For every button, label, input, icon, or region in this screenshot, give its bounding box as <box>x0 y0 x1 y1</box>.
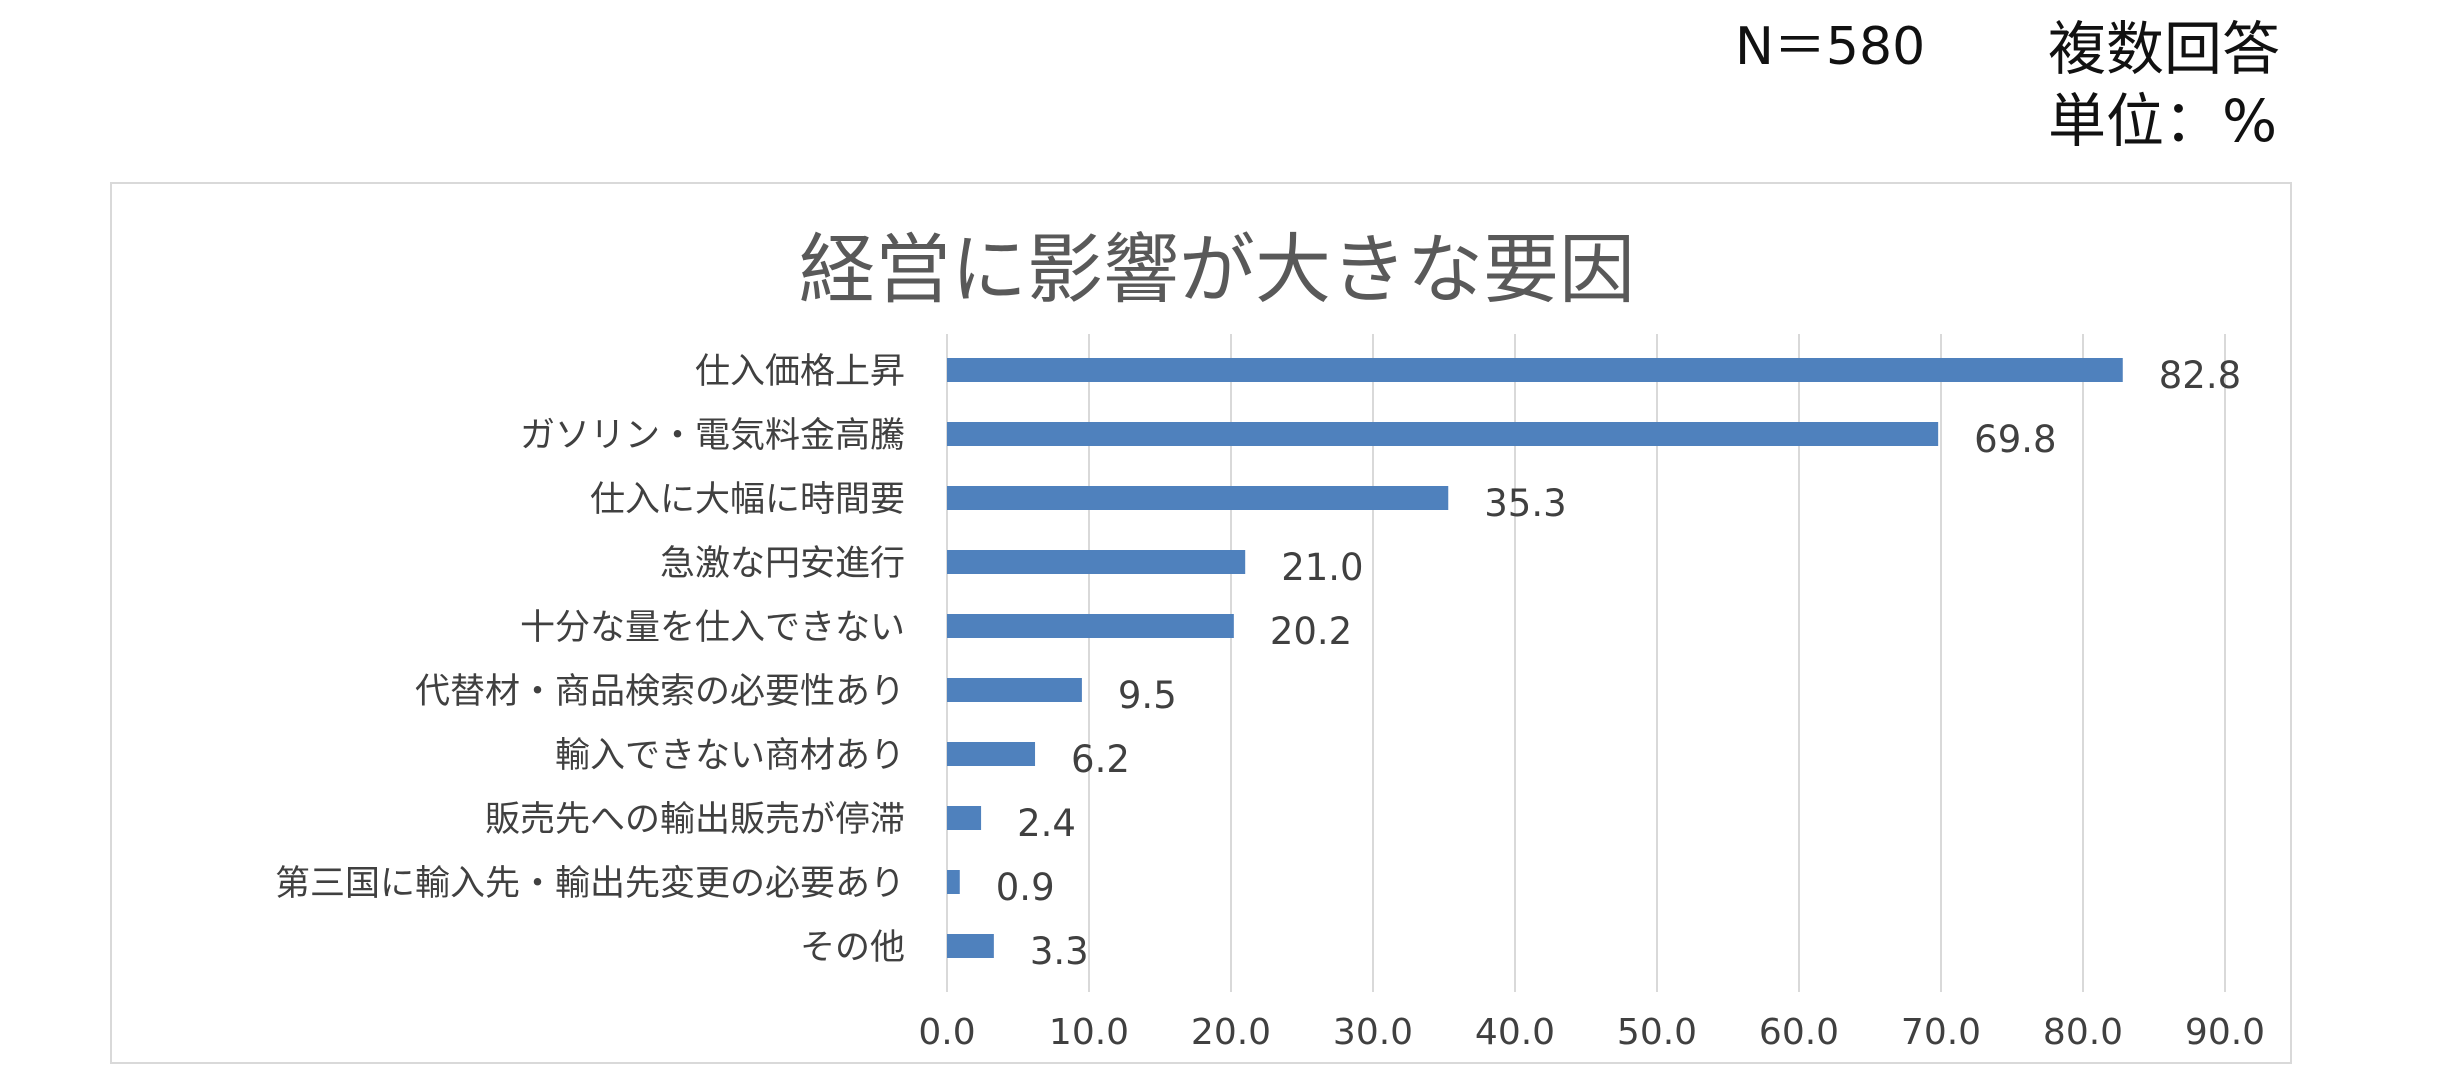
bar <box>947 486 1449 510</box>
category-label: 代替材・商品検索の必要性あり <box>415 672 905 712</box>
category-label: 仕入に大幅に時間要 <box>590 480 905 520</box>
bar <box>947 614 1234 638</box>
category-label: 第三国に輸入先・輸出先変更の必要あり <box>275 864 905 904</box>
data-label: 20.2 <box>1270 610 1352 653</box>
x-tick-label: 80.0 <box>2043 1012 2123 1053</box>
category-label: 急激な円安進行 <box>660 544 905 584</box>
category-label: 販売先への輸出販売が停滞 <box>485 800 905 840</box>
bar <box>947 550 1246 574</box>
category-label: 仕入価格上昇 <box>695 352 905 392</box>
value-labels: 82.8 69.8 35.3 21.0 20.2 9.5 6.2 2.4 0.9 3.3 <box>996 354 2241 973</box>
category-label: 十分な量を仕入できない <box>520 608 905 648</box>
data-label: 9.5 <box>1118 674 1177 717</box>
bar-chart: 経営に影響が大きな要因 仕入価格上昇ガソリン・電気料金高騰仕入に大幅に時間要急激… <box>275 225 2265 1053</box>
x-tick-label: 60.0 <box>1759 1012 1839 1053</box>
bar <box>947 870 960 894</box>
bar <box>947 422 1939 446</box>
chart-area: 経営に影響が大きな要因 仕入価格上昇ガソリン・電気料金高騰仕入に大幅に時間要急激… <box>110 182 2292 1064</box>
data-label: 69.8 <box>1974 418 2056 461</box>
answer-type-label: 複数回答 <box>2048 15 2281 83</box>
bar <box>947 742 1036 766</box>
bar <box>947 806 982 830</box>
chart-title: 経営に影響が大きな要因 <box>799 225 1635 314</box>
x-tick-label: 40.0 <box>1475 1012 1555 1053</box>
category-label: 輸入できない商材あり <box>555 736 905 776</box>
bar <box>947 934 994 958</box>
x-tick-label: 20.0 <box>1191 1012 1271 1053</box>
x-tick-label: 90.0 <box>2185 1012 2265 1053</box>
bar <box>947 678 1082 702</box>
category-label: その他 <box>800 928 905 968</box>
data-label: 21.0 <box>1281 546 1363 589</box>
data-label: 35.3 <box>1484 482 1566 525</box>
x-tick-labels: 0.0 10.0 20.0 30.0 40.0 50.0 60.0 70.0 80.0 90.0 <box>918 1012 2265 1053</box>
bars <box>947 358 2123 958</box>
x-tick-label: 10.0 <box>1049 1012 1129 1053</box>
unit-label: 単位：% <box>2048 87 2278 155</box>
x-tick-label: 70.0 <box>1901 1012 1981 1053</box>
sample-size-label: N＝580 <box>1735 17 1926 77</box>
data-label: 3.3 <box>1030 930 1089 973</box>
x-tick-label: 30.0 <box>1333 1012 1413 1053</box>
data-label: 6.2 <box>1071 738 1130 781</box>
x-tick-label: 0.0 <box>918 1012 975 1053</box>
data-label: 0.9 <box>996 866 1055 909</box>
data-label: 2.4 <box>1017 802 1076 845</box>
category-label: ガソリン・電気料金高騰 <box>520 416 905 456</box>
x-tick-label: 50.0 <box>1617 1012 1697 1053</box>
bar <box>947 358 2123 382</box>
data-label: 82.8 <box>2159 354 2241 397</box>
category-labels: 仕入価格上昇ガソリン・電気料金高騰仕入に大幅に時間要急激な円安進行十分な量を仕入… <box>275 352 905 968</box>
